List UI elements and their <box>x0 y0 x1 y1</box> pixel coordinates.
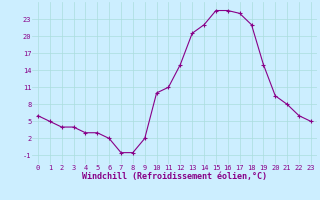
X-axis label: Windchill (Refroidissement éolien,°C): Windchill (Refroidissement éolien,°C) <box>82 172 267 181</box>
